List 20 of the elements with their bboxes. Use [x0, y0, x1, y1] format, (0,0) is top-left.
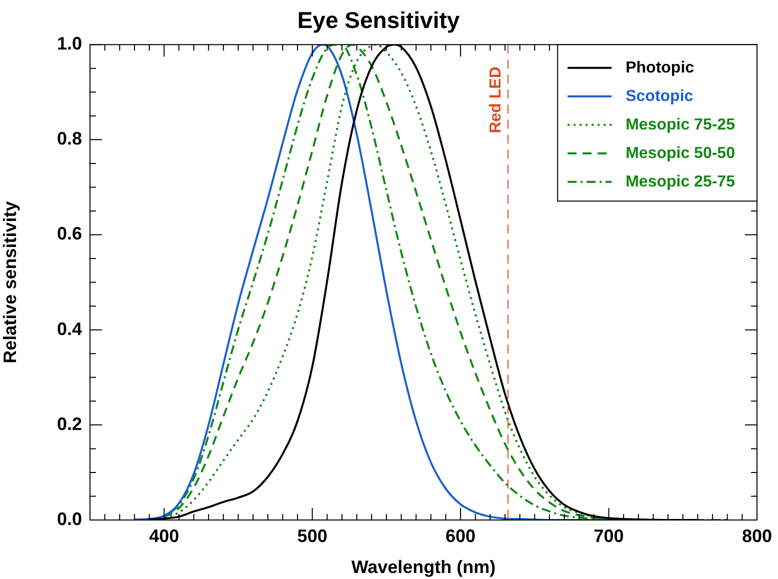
x-tick-label: 700	[594, 526, 624, 546]
x-tick-label: 600	[446, 526, 476, 546]
legend-label: Photopic	[626, 59, 694, 76]
legend-label: Mesopic 50-50	[626, 144, 736, 162]
chart-title: Eye Sensitivity	[297, 7, 460, 34]
legend-label: Mesopic 25-75	[626, 173, 736, 190]
ref-line-label: Red LED	[487, 66, 504, 134]
x-tick-label: 800	[742, 526, 772, 546]
x-tick-label: 500	[297, 526, 328, 546]
x-axis-title: Wavelength (nm)	[351, 557, 496, 578]
y-tick-label: 0.4	[56, 318, 82, 339]
legend-label: Mesopic 75-25	[626, 116, 736, 134]
y-tick-label: 1.0	[56, 34, 82, 54]
y-axis-title: Relative sensitivity	[0, 201, 20, 364]
x-tick-label: 400	[149, 526, 180, 546]
y-tick-label: 0.2	[56, 414, 82, 434]
y-tick-label: 0.0	[56, 508, 82, 529]
legend-label: Scotopic	[626, 88, 694, 105]
y-tick-label: 0.8	[56, 128, 82, 149]
y-tick-label: 0.6	[56, 224, 82, 244]
